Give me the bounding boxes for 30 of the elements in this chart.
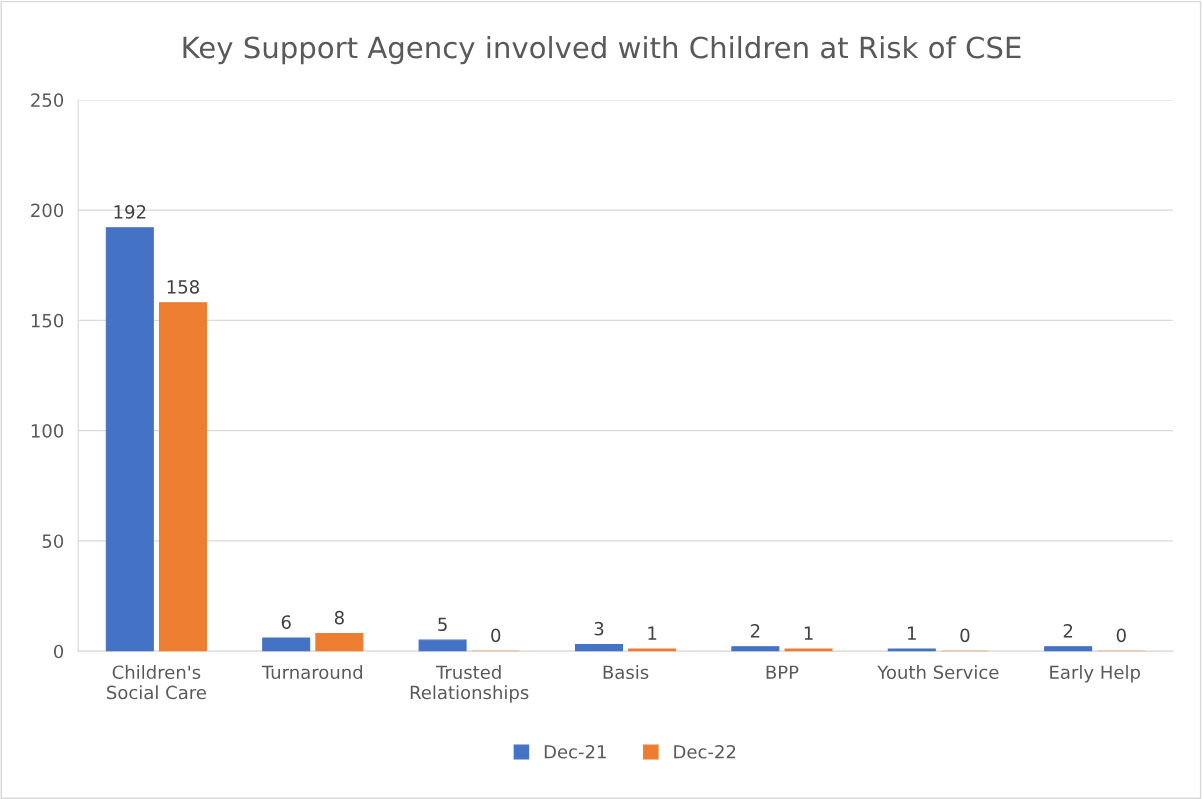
data-label: 6 xyxy=(281,615,291,629)
x-tick-label: Children's Social Care xyxy=(107,665,206,700)
data-label: 1 xyxy=(804,626,813,640)
data-label: 2 xyxy=(750,624,760,638)
data-label: 158 xyxy=(167,280,199,294)
data-label: 8 xyxy=(334,610,344,625)
data-label: 2 xyxy=(1063,624,1073,638)
y-tick-label: 200 xyxy=(31,203,64,218)
y-tick-label: 100 xyxy=(31,424,64,438)
x-tick-label: Trusted Relationships xyxy=(410,665,529,703)
data-label: 192 xyxy=(114,205,146,219)
data-label: 0 xyxy=(1116,628,1126,643)
data-label: 3 xyxy=(594,621,604,636)
x-tick-label: Turnaround xyxy=(261,665,363,680)
data-label: 5 xyxy=(438,617,447,632)
legend-label: Dec-22 xyxy=(674,744,736,759)
x-tick-label: BPP xyxy=(766,665,799,679)
x-tick-label: Youth Service xyxy=(877,665,999,680)
y-tick-label: 250 xyxy=(31,93,64,107)
data-label: 1 xyxy=(907,626,916,640)
y-tick-label: 0 xyxy=(54,644,64,659)
y-tick-label: 150 xyxy=(31,313,64,328)
data-label: 1 xyxy=(648,626,657,640)
data-label: 0 xyxy=(491,628,501,643)
chart-title: Key Support Agency involved with Children at Risk of CSE xyxy=(183,35,1021,65)
legend-label: Dec-21 xyxy=(544,744,606,759)
x-tick-label: Early Help xyxy=(1050,665,1140,683)
data-label: 0 xyxy=(960,628,970,643)
y-tick-label: 50 xyxy=(42,534,64,549)
x-tick-label: Basis xyxy=(603,665,649,680)
